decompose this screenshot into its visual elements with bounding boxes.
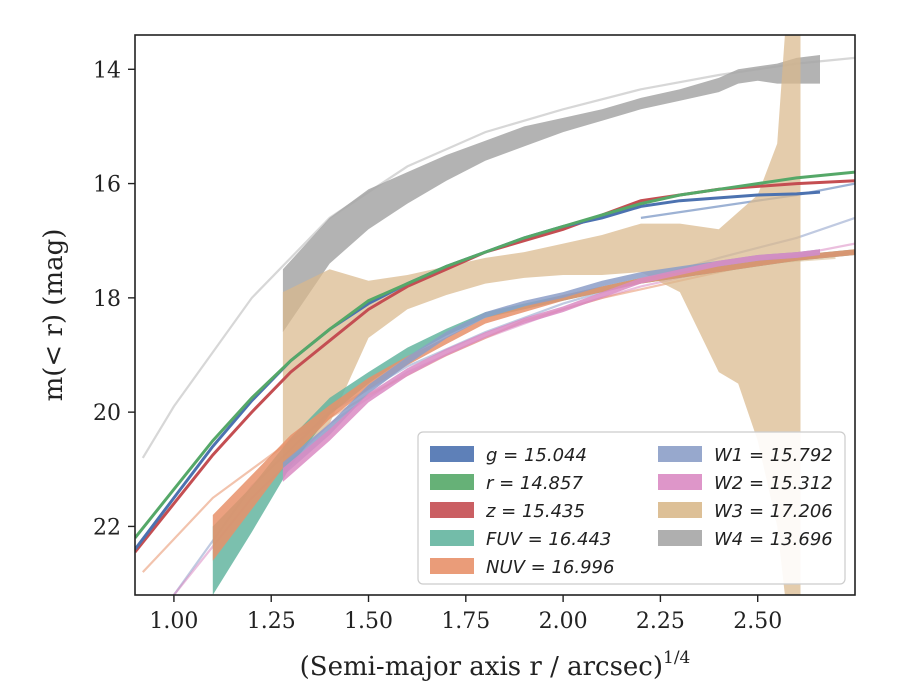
legend-swatch (430, 502, 474, 518)
legend-label: W3 = 17.206 (714, 501, 833, 522)
legend-item-r: r = 14.857 (430, 473, 583, 494)
y-axis: 14 16 18 20 22 (93, 58, 135, 540)
legend: g = 15.044 r = 14.857 z = 15.435 FUV = 16.4… (417, 431, 846, 585)
legend-label: W4 = 13.696 (714, 529, 833, 550)
legend-box (417, 431, 846, 585)
legend-label: W1 = 15.792 (714, 445, 833, 466)
legend-item-z: z = 15.435 (430, 501, 585, 522)
legend-label: W2 = 15.312 (714, 473, 833, 494)
legend-label: z = 15.435 (485, 501, 585, 522)
x-tick-label: 2.25 (636, 609, 685, 634)
legend-swatch (430, 474, 474, 490)
x-axis-label: (Semi-major axis r / arcsec)1/4 (300, 648, 691, 682)
legend-swatch (430, 446, 474, 462)
series-band-nuv (212, 249, 855, 561)
legend-swatch (658, 474, 702, 490)
legend-item-w4: W4 = 13.696 (658, 529, 833, 550)
x-tick-label: 1.25 (247, 609, 296, 634)
x-tick-label: 1.00 (149, 609, 198, 634)
x-tick-label: 2.00 (539, 609, 588, 634)
legend-swatch (658, 530, 702, 546)
legend-swatch (430, 530, 474, 546)
legend-item-w3: W3 = 17.206 (658, 501, 833, 522)
x-tick-label: 1.75 (441, 609, 490, 634)
plot-frame (134, 34, 856, 596)
legend-item-w2: W2 = 15.312 (658, 473, 833, 494)
series-band-w3 (282, 35, 801, 595)
legend-item-nuv: NUV = 16.996 (430, 557, 614, 578)
series-band-w4 (282, 55, 820, 333)
series-line-r (135, 170, 855, 539)
x-axis: 1.00 1.25 1.50 1.75 2.00 2.25 2.50 (149, 595, 782, 634)
legend-label: r = 14.857 (486, 473, 583, 494)
y-tick-label: 20 (93, 401, 121, 426)
legend-label: g = 15.044 (486, 445, 587, 466)
legend-swatch (430, 558, 474, 574)
data-series (135, 35, 855, 595)
legend-swatch (658, 446, 702, 462)
legend-label: FUV = 16.443 (486, 529, 611, 550)
legend-item-w1: W1 = 15.792 (658, 445, 833, 466)
x-tick-label: 1.50 (344, 609, 393, 634)
x-tick-label: 2.50 (733, 609, 782, 634)
legend-item-g: g = 15.044 (430, 445, 587, 466)
legend-item-fuv: FUV = 16.443 (430, 529, 611, 550)
y-tick-label: 16 (93, 173, 121, 198)
y-tick-label: 22 (93, 515, 121, 540)
y-axis-label: m(< r) (mag) (39, 229, 69, 402)
x-axis-label-exponent: 1/4 (663, 648, 690, 668)
y-tick-label: 14 (93, 58, 121, 83)
legend-swatch (658, 502, 702, 518)
legend-label: NUV = 16.996 (486, 557, 614, 578)
y-tick-label: 18 (93, 287, 121, 312)
